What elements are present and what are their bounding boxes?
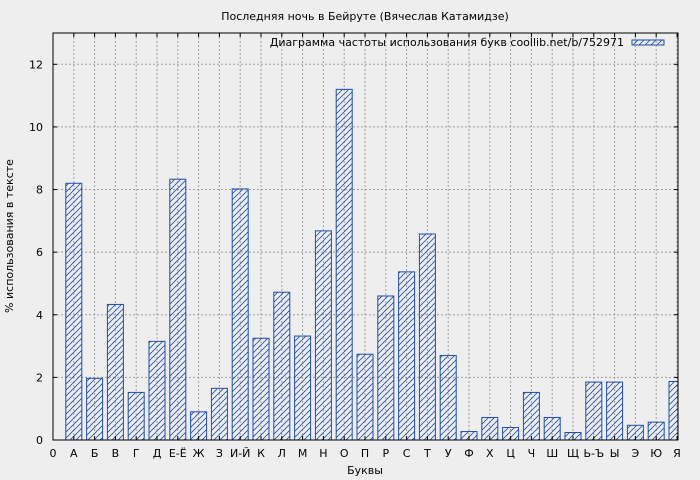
bar-Л <box>273 291 291 441</box>
bar-А <box>65 182 83 441</box>
y-tick-label: 6 <box>36 246 43 259</box>
bar-Ж <box>190 411 208 441</box>
bar-С <box>398 271 416 441</box>
x-tick-label: Л <box>278 447 286 460</box>
x-tick-label: З <box>216 447 223 460</box>
x-axis-label: Буквы <box>347 464 383 477</box>
x-tick-label: В <box>112 447 120 460</box>
bar-М <box>294 335 312 441</box>
bar-З <box>210 387 228 441</box>
x-tick-label: Т <box>423 447 431 460</box>
bar-Ь-Ъ <box>585 381 603 441</box>
x-tick-label: Р <box>382 447 389 460</box>
bar-К <box>252 337 270 441</box>
x-tick-label: Г <box>133 447 140 460</box>
x-tick-label: Д <box>153 447 162 460</box>
bar-Г <box>127 391 145 441</box>
x-tick-label: 0 <box>50 447 57 460</box>
x-tick-label: Ш <box>546 447 558 460</box>
bar-Р <box>377 295 395 441</box>
x-tick-label: П <box>361 447 369 460</box>
bar-Т <box>418 233 436 441</box>
bar-О <box>335 88 353 441</box>
legend-label: Диаграмма частоты использования букв coo… <box>270 36 624 49</box>
x-tick-label: Щ <box>567 447 579 460</box>
bar-И-Й <box>231 188 249 441</box>
y-axis-label: % использования в тексте <box>3 159 16 313</box>
x-tick-label: М <box>298 447 308 460</box>
x-tick-label: Ы <box>610 447 620 460</box>
x-tick-label: Н <box>319 447 327 460</box>
bar-У <box>439 354 457 441</box>
bar-В <box>106 303 124 441</box>
x-tick-label: О <box>340 447 349 460</box>
bar-Я <box>668 380 679 441</box>
x-tick-label: Ю <box>650 447 662 460</box>
y-tick-label: 0 <box>36 434 43 447</box>
legend: Диаграмма частоты использования букв coo… <box>270 36 665 49</box>
x-tick-label: И-Й <box>230 447 250 460</box>
chart-title: Последняя ночь в Бейруте (Вячеслав Катам… <box>221 10 509 23</box>
x-tick-label: К <box>257 447 265 460</box>
bar-Ы <box>606 381 624 441</box>
grid-lines <box>53 33 678 440</box>
x-tick-label: Е-Ё <box>169 447 187 460</box>
x-tick-label: Ц <box>506 447 515 460</box>
y-tick-label: 4 <box>36 309 43 322</box>
y-tick-label: 12 <box>29 58 43 71</box>
bars <box>65 88 679 441</box>
x-axis: 0 А Б В Г Д Е-Ё Ж З И-Й К Л М Н О П Р С Т У Ф Х Ц Ч Ш Щ Ь-Ъ Ы Э Ю Я <box>50 33 681 460</box>
y-tick-label: 8 <box>36 184 43 197</box>
bar-Н <box>314 230 332 441</box>
x-tick-label: Б <box>91 447 99 460</box>
y-axis: 0 2 4 6 8 10 12 <box>29 58 678 447</box>
x-tick-label: Я <box>673 447 681 460</box>
x-tick-label: У <box>445 447 452 460</box>
x-tick-label: Ь-Ъ <box>583 447 604 460</box>
bar-П <box>356 353 374 441</box>
bar-Б <box>86 377 104 441</box>
y-tick-label: 2 <box>36 371 43 384</box>
bar-Е-Ё <box>169 178 187 441</box>
x-tick-label: Э <box>632 447 640 460</box>
x-tick-label: С <box>403 447 411 460</box>
bar-Д <box>148 340 166 441</box>
x-tick-label: Х <box>486 447 494 460</box>
x-tick-label: А <box>70 447 78 460</box>
legend-swatch <box>631 39 665 46</box>
y-tick-label: 10 <box>29 121 43 134</box>
bar-Ч <box>522 391 540 441</box>
x-tick-label: Ж <box>193 447 205 460</box>
x-tick-label: Ч <box>528 447 536 460</box>
x-tick-label: Ф <box>464 447 473 460</box>
